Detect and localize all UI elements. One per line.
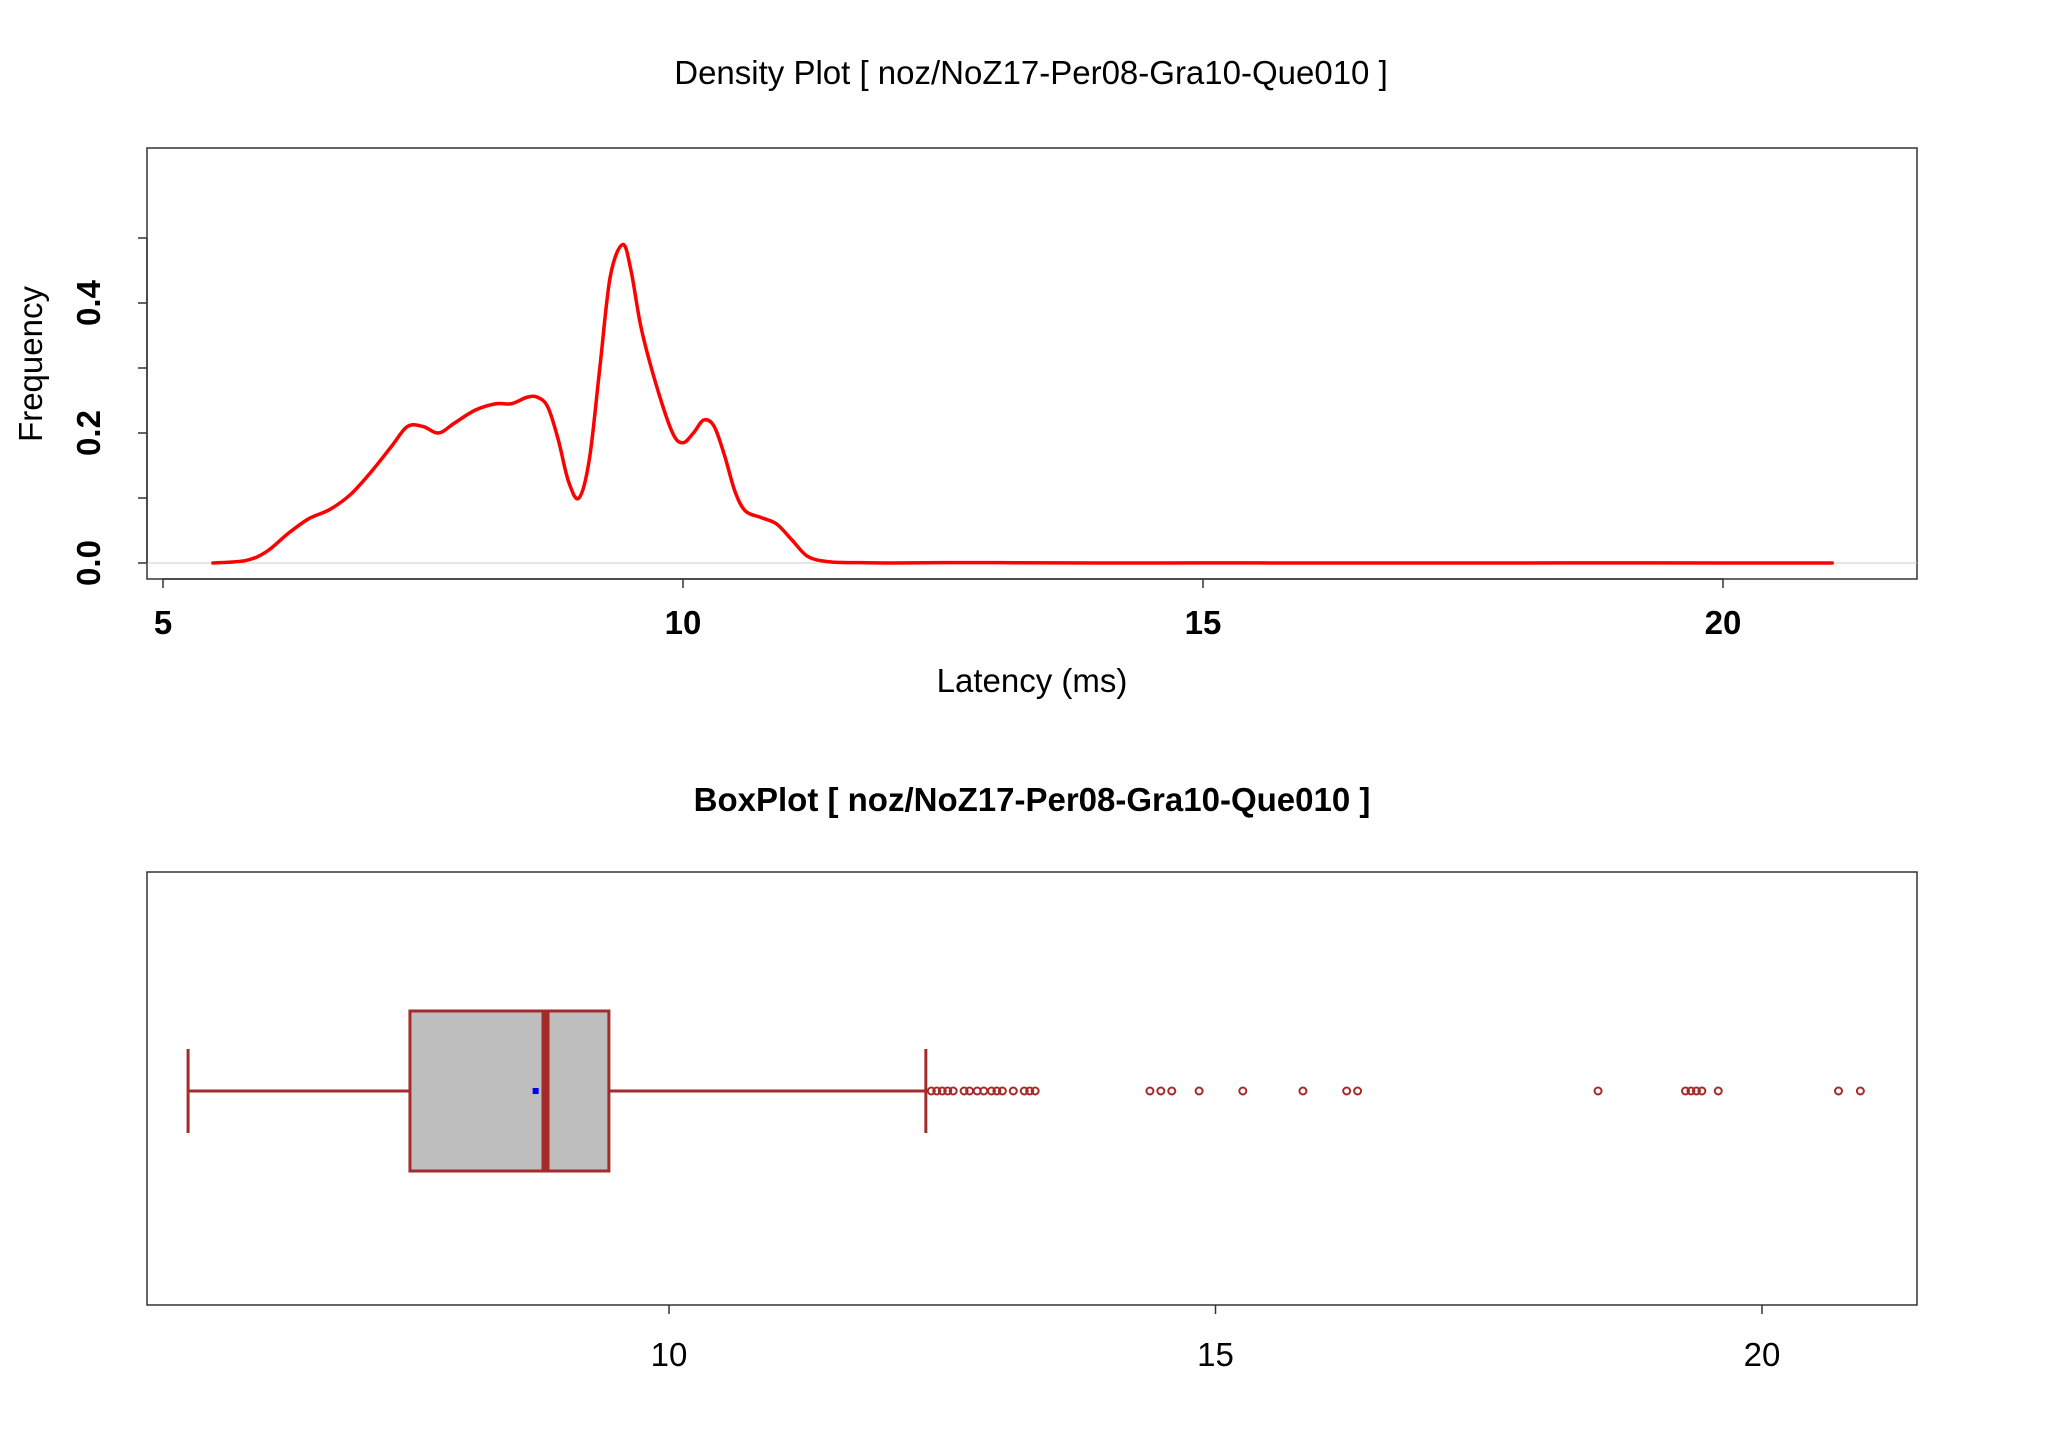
box-outlier-point xyxy=(1713,1086,1723,1096)
density-y-label: Frequency xyxy=(12,286,49,442)
box-outlier-point xyxy=(986,1086,996,1096)
density-y-axis: 0.0 0.2 0.4 xyxy=(70,237,148,586)
box-outlier-point xyxy=(997,1086,1007,1096)
box-outlier-point xyxy=(1342,1086,1352,1096)
box-x-tick-label: 10 xyxy=(651,1336,688,1373)
box-plot-title: BoxPlot [ noz/NoZ17-Per08-Gra10-Que010 ] xyxy=(694,781,1371,818)
box-outlier-point xyxy=(1008,1086,1018,1096)
box-outlier-point xyxy=(1686,1086,1696,1096)
density-x-tick-label: 20 xyxy=(1705,604,1742,641)
density-x-tick-label: 10 xyxy=(665,604,702,641)
box-outlier-point xyxy=(1019,1086,1029,1096)
box-outlier-point xyxy=(948,1086,958,1096)
density-plot-frame xyxy=(146,147,1918,580)
box-outlier-point xyxy=(943,1086,953,1096)
box-outlier-point xyxy=(1025,1086,1035,1096)
box-iqr xyxy=(408,1009,611,1173)
box-outlier-point xyxy=(1834,1086,1844,1096)
density-plot: Density Plot [ noz/NoZ17-Per08-Gra10-Que… xyxy=(12,54,1918,699)
box-outlier-point xyxy=(992,1086,1002,1096)
box-outlier-point xyxy=(1145,1086,1155,1096)
box-outlier-point xyxy=(1680,1086,1690,1096)
box-outlier-point xyxy=(937,1086,947,1096)
box-outlier-point xyxy=(932,1086,942,1096)
box-outlier-point xyxy=(959,1086,969,1096)
density-x-axis: 5 10 15 20 xyxy=(154,578,1742,641)
density-y-tick-label: 0.4 xyxy=(70,279,107,326)
density-x-label: Latency (ms) xyxy=(937,662,1128,699)
box-outlier-point xyxy=(1593,1086,1603,1096)
box-x-axis: 10 15 20 xyxy=(651,1305,1781,1373)
box-outlier-point xyxy=(1030,1086,1040,1096)
box-outlier-point xyxy=(926,1086,936,1096)
density-curve xyxy=(211,242,1834,565)
box-outlier-point xyxy=(1194,1086,1204,1096)
box-outlier-point xyxy=(1353,1086,1363,1096)
box-plot: BoxPlot [ noz/NoZ17-Per08-Gra10-Que010 ]… xyxy=(146,781,1918,1373)
box-outlier-point xyxy=(1298,1086,1308,1096)
box-x-tick-label: 20 xyxy=(1744,1336,1781,1373)
box-elements xyxy=(186,1009,928,1173)
box-outliers xyxy=(926,1086,1865,1096)
density-plot-title: Density Plot [ noz/NoZ17-Per08-Gra10-Que… xyxy=(674,54,1388,91)
box-outlier-point xyxy=(1697,1086,1707,1096)
box-mean-marker xyxy=(532,1088,539,1094)
box-outlier-point xyxy=(1855,1086,1865,1096)
box-plot-frame xyxy=(146,871,1918,1306)
density-y-tick-label: 0.0 xyxy=(70,540,107,586)
density-y-tick-label: 0.2 xyxy=(70,410,107,456)
density-x-tick-label: 5 xyxy=(154,604,172,641)
density-x-tick-label: 15 xyxy=(1185,604,1222,641)
box-outlier-point xyxy=(1167,1086,1177,1096)
box-outlier-point xyxy=(1156,1086,1166,1096)
box-outlier-point xyxy=(1238,1086,1248,1096)
box-x-tick-label: 15 xyxy=(1197,1336,1234,1373)
box-outlier-point xyxy=(1691,1086,1701,1096)
